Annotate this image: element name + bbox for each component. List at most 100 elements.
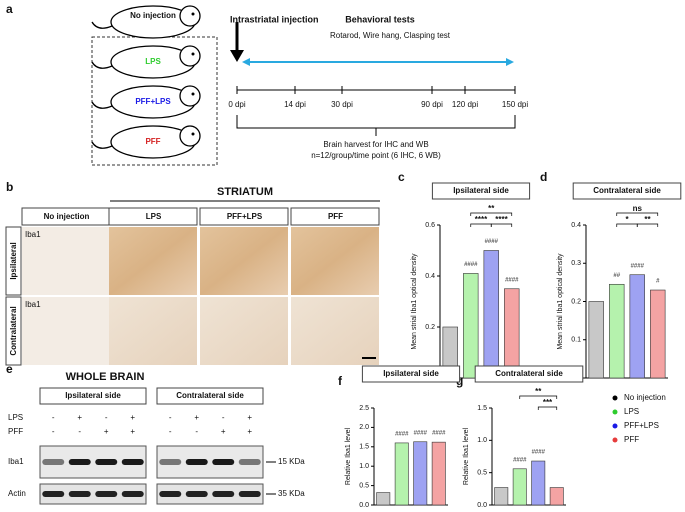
behavior-tests: Rotarod, Wire hang, Clasping test — [330, 31, 451, 40]
legend-label: No injection — [624, 393, 666, 402]
comparison-bracket — [519, 395, 558, 399]
panel-label: d — [540, 170, 547, 184]
comparison-label: **** — [475, 215, 488, 224]
micrograph — [22, 227, 110, 295]
y-tick-label: 1.0 — [477, 437, 487, 444]
lane-sign: - — [52, 413, 55, 422]
y-tick-label: 0.0 — [359, 502, 369, 509]
bar — [549, 487, 564, 506]
bar — [650, 289, 666, 379]
y-tick-label: 0.2 — [571, 298, 581, 305]
protein-label: Actin — [8, 489, 26, 498]
chart-title: Contralateral side — [495, 369, 563, 378]
panel-label: c — [398, 170, 405, 184]
band — [212, 459, 235, 465]
column-label: No injection — [44, 212, 90, 221]
panel-label: f — [338, 374, 343, 388]
bar — [504, 288, 520, 379]
marker-label: 35 KDa — [278, 489, 305, 498]
timeline-label: 120 dpi — [452, 100, 478, 109]
bar — [376, 492, 391, 506]
y-tick-label: 0.6 — [425, 222, 435, 229]
y-tick-label: 1.5 — [477, 405, 487, 412]
lane-sign: - — [222, 413, 225, 422]
timeline-label: 0 dpi — [228, 100, 246, 109]
bar — [588, 301, 604, 379]
legend-swatch — [612, 437, 618, 443]
column-label: PFF+LPS — [227, 212, 263, 221]
legend-label: LPS — [624, 407, 639, 416]
mouse-label: PFF — [145, 137, 160, 146]
band — [95, 491, 118, 497]
lane-sign: + — [221, 427, 226, 436]
behavior-title: Behavioral tests — [345, 14, 415, 24]
timeline-label: 150 dpi — [502, 100, 528, 109]
harvest-bracket — [236, 115, 516, 136]
bar — [531, 460, 546, 506]
y-tick-label: 0.3 — [571, 260, 581, 267]
y-tick-label: 0.5 — [359, 482, 369, 489]
comparison-bracket — [537, 406, 558, 410]
stain-label: Iba1 — [25, 230, 41, 239]
y-tick-label: 0.4 — [425, 273, 435, 280]
mouse-label: PFF+LPS — [135, 97, 171, 106]
band — [238, 491, 261, 497]
chart-title: Contralateral side — [593, 186, 661, 195]
y-tick-label: 0.2 — [425, 324, 435, 331]
title-box — [474, 365, 584, 383]
timeline-label: 14 dpi — [284, 100, 306, 109]
title-box — [572, 182, 682, 200]
comparison-bracket — [616, 212, 659, 216]
side-header — [39, 387, 147, 405]
lane-sign: + — [247, 413, 252, 422]
bar — [494, 487, 509, 506]
legend-swatch — [612, 409, 618, 415]
title-box — [431, 182, 531, 200]
comparison-label: ** — [644, 215, 651, 224]
y-tick-label: 2.0 — [359, 424, 369, 431]
y-tick-label: 1.0 — [359, 463, 369, 470]
comparison-bracket — [490, 223, 513, 227]
harvest-n: n=12/group/time point (6 IHC, 6 WB) — [311, 151, 441, 160]
y-tick-label: 0.1 — [571, 337, 581, 344]
micrograph — [200, 227, 288, 295]
marker-tick — [266, 461, 276, 495]
legend-swatch — [612, 423, 618, 429]
row-label: PFF — [8, 427, 23, 436]
band — [159, 491, 182, 497]
y-tick-label: 0.0 — [477, 502, 487, 509]
lane-sign: + — [104, 427, 109, 436]
lane-sign: + — [77, 413, 82, 422]
comparison-bracket — [616, 223, 638, 227]
comparison-label: * — [625, 215, 629, 224]
lane-sign: - — [78, 427, 81, 436]
marker-label: 15 KDa — [278, 457, 305, 466]
bar-annotation: ## — [613, 273, 620, 279]
micrograph — [200, 297, 288, 365]
micrograph — [291, 227, 379, 295]
lane-sign: - — [195, 427, 198, 436]
row-label: Contralateral — [9, 306, 18, 355]
comparison-label: *** — [543, 398, 553, 407]
band — [185, 491, 208, 497]
column-header — [108, 207, 198, 226]
legend-label: PFF — [624, 435, 639, 444]
panel-label: a — [6, 2, 13, 16]
row-header — [5, 226, 22, 296]
bar-annotation: #### — [395, 431, 409, 437]
comparison-label: **** — [495, 215, 508, 224]
comparison-label: ** — [488, 204, 495, 213]
bar-annotation: #### — [532, 450, 546, 456]
bar-annotation: #### — [464, 262, 478, 268]
comparison-bracket — [636, 223, 659, 227]
bar-annotation: #### — [513, 457, 527, 463]
band — [185, 459, 208, 465]
chart-title: Ipsilateral side — [453, 186, 509, 195]
legend-label: PFF+LPS — [624, 421, 659, 430]
stain-label: Iba1 — [25, 300, 41, 309]
band — [42, 491, 65, 497]
band — [121, 491, 144, 497]
y-tick-label: 2.5 — [359, 405, 369, 412]
bar-annotation: #### — [432, 431, 446, 437]
bar — [512, 468, 527, 506]
